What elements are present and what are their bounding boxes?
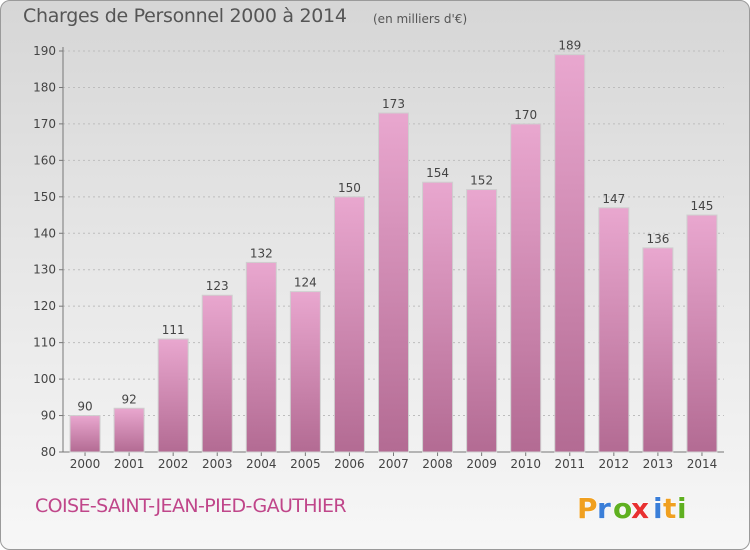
logo-letter: P [577, 492, 598, 525]
x-tick-label: 2002 [158, 457, 189, 471]
bar-value-label: 173 [382, 97, 405, 111]
bar-value-label: 150 [338, 181, 361, 195]
bar-2010 [510, 123, 542, 453]
y-tick-label: 150 [33, 190, 56, 204]
page-title: Charges de Personnel 2000 à 2014 [23, 5, 347, 27]
bar-2011 [554, 54, 586, 453]
bar-value-label: 152 [470, 174, 493, 188]
y-tick-label: 100 [33, 372, 56, 386]
axes: 80 90 100 110 120 130 140 150 160 170 180 190 2000 20… [33, 44, 724, 471]
y-tick-label: 170 [33, 117, 56, 131]
logo-letter: t [663, 492, 676, 525]
bar-2004 [245, 261, 277, 453]
x-tick-label: 2009 [466, 457, 497, 471]
x-tick-label: 2012 [599, 457, 630, 471]
bar-value-label: 154 [426, 166, 449, 180]
y-tick-label: 160 [33, 153, 56, 167]
logo-letter: i [677, 492, 687, 525]
x-tick-label: 2014 [687, 457, 718, 471]
y-tick-label: 110 [33, 336, 56, 350]
logo-letter: r [597, 492, 611, 525]
data-labels: 90 92 111 123 132 124 150 173 154 152 170 189 147 136… [77, 39, 713, 414]
y-tick-label: 130 [33, 263, 56, 277]
x-tick-label: 2007 [378, 457, 409, 471]
bar-value-label: 147 [602, 192, 625, 206]
x-tick-label: 2008 [422, 457, 453, 471]
bar-2001 [113, 407, 145, 453]
bar-2006 [333, 196, 365, 453]
x-tick-label: 2003 [202, 457, 233, 471]
bar-value-label: 111 [162, 323, 185, 337]
y-tick-label: 120 [33, 299, 56, 313]
bar-2005 [289, 291, 321, 453]
bar-value-label: 90 [77, 400, 92, 414]
bar-value-label: 92 [121, 392, 136, 406]
bar-value-label: 189 [558, 39, 581, 53]
bar-2002 [157, 338, 189, 453]
x-tick-label: 2013 [643, 457, 674, 471]
x-tick-label: 2010 [510, 457, 541, 471]
bars [69, 54, 718, 453]
y-tick-label: 140 [33, 226, 56, 240]
logo-letter: x [631, 492, 649, 525]
y-tick-label: 90 [41, 409, 56, 423]
y-tick-label: 190 [33, 44, 56, 58]
bar-value-label: 123 [206, 279, 229, 293]
bar-2000 [69, 415, 101, 453]
x-tick-label: 2011 [554, 457, 585, 471]
commune-name: COISE-SAINT-JEAN-PIED-GAUTHIER [35, 495, 347, 517]
x-tick-label: 2006 [334, 457, 365, 471]
y-tick-label: 80 [41, 445, 56, 459]
bar-2012 [598, 207, 630, 453]
page-subtitle: (en milliers d'€) [373, 12, 468, 26]
logo-letter: i [653, 492, 663, 525]
bar-value-label: 136 [646, 232, 669, 246]
x-tick-label: 2001 [114, 457, 145, 471]
bar-2009 [466, 189, 498, 453]
logo-letter: o [613, 492, 632, 525]
bar-2003 [201, 294, 233, 453]
bar-value-label: 145 [691, 199, 714, 213]
bar-2008 [422, 181, 454, 453]
bar-2014 [686, 214, 718, 453]
x-tick-label: 2005 [290, 457, 321, 471]
bar-2007 [378, 112, 409, 453]
bar-2013 [642, 247, 674, 453]
bar-value-label: 132 [250, 246, 273, 260]
x-tick-label: 2004 [246, 457, 277, 471]
y-tick-label: 180 [33, 80, 56, 94]
bar-value-label: 124 [294, 276, 317, 290]
x-tick-label: 2000 [70, 457, 101, 471]
bar-value-label: 170 [514, 108, 537, 122]
